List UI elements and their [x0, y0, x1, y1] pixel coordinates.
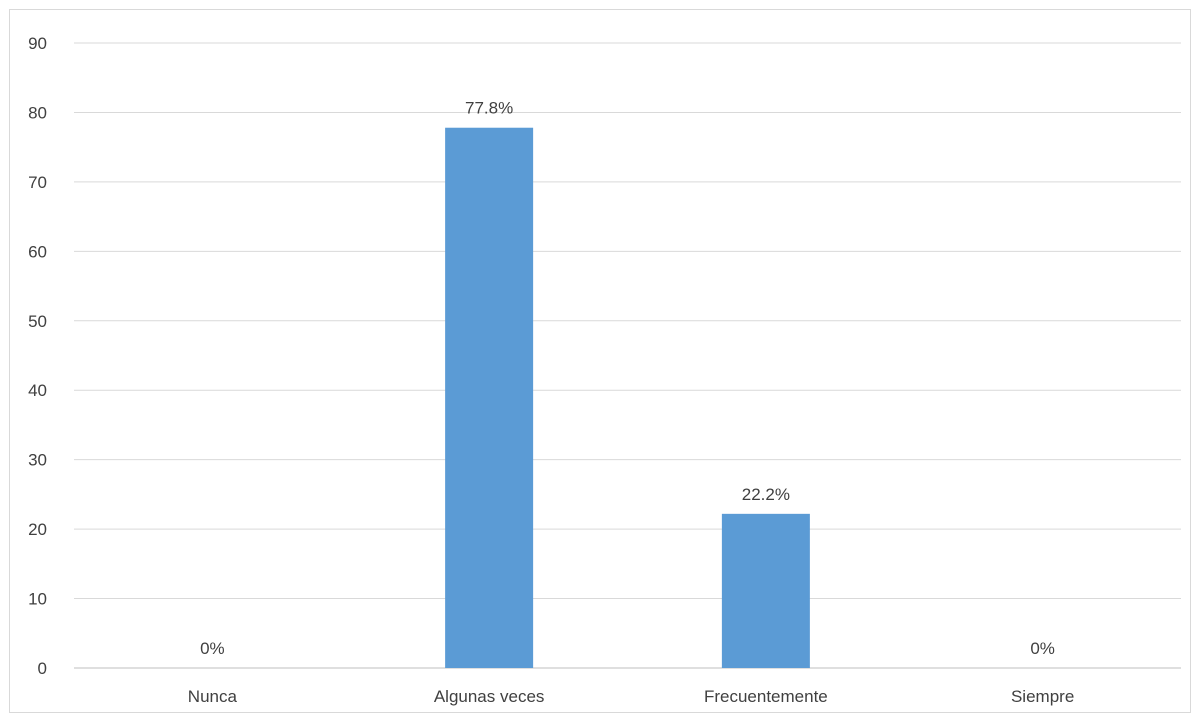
x-axis-categories: Nunca Algunas veces Frecuentemente Siempre — [188, 687, 1074, 706]
y-tick-label: 50 — [28, 312, 47, 331]
data-labels: 0% 77.8% 22.2% 0% — [200, 99, 1055, 658]
y-tick-label: 80 — [28, 103, 47, 122]
x-category-label: Nunca — [188, 687, 238, 706]
data-label: 0% — [200, 639, 225, 658]
x-category-label: Siempre — [1011, 687, 1074, 706]
data-label: 77.8% — [465, 99, 513, 118]
data-label: 22.2% — [742, 485, 790, 504]
bar — [445, 127, 534, 668]
y-tick-label: 60 — [28, 242, 47, 261]
x-category-label: Algunas veces — [434, 687, 545, 706]
y-tick-label: 20 — [28, 520, 47, 539]
data-label: 0% — [1030, 639, 1055, 658]
chart-frame — [9, 9, 1191, 713]
y-tick-label: 10 — [28, 590, 47, 609]
y-tick-label: 40 — [28, 381, 47, 400]
y-tick-label: 0 — [38, 659, 47, 678]
gridlines — [74, 42, 1181, 669]
y-tick-label: 70 — [28, 173, 47, 192]
y-axis-ticks: 0 10 20 30 40 50 60 70 80 90 — [28, 34, 47, 678]
y-tick-label: 90 — [28, 34, 47, 53]
x-category-label: Frecuentemente — [704, 687, 828, 706]
bar — [721, 513, 810, 668]
y-tick-label: 30 — [28, 451, 47, 470]
bars — [445, 127, 810, 668]
